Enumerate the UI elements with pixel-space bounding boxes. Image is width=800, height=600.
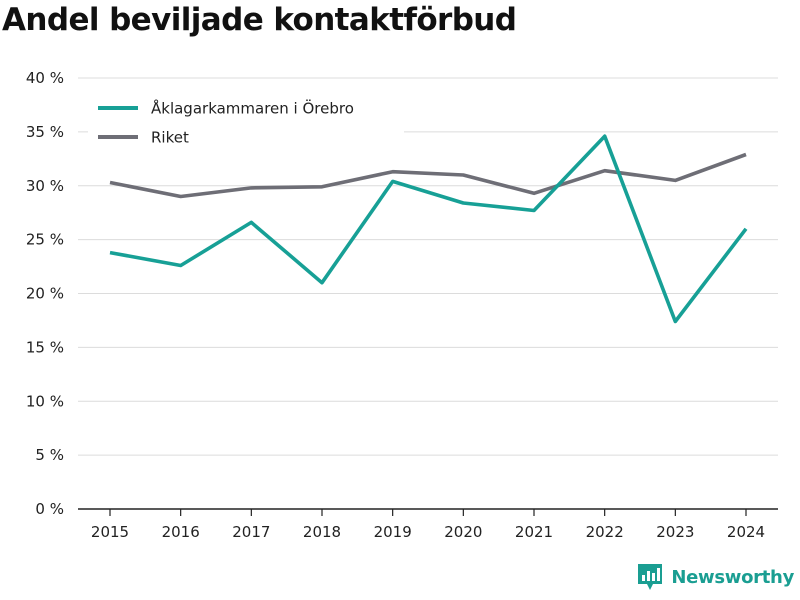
brand-name: Newsworthy	[671, 566, 794, 588]
x-tick-label: 2015	[91, 523, 129, 541]
y-tick-label: 30 %	[26, 177, 64, 195]
legend-label: Åklagarkammaren i Örebro	[151, 99, 354, 118]
y-tick-label: 40 %	[26, 69, 64, 87]
chart-title: Andel beviljade kontaktförbud	[2, 2, 517, 38]
legend-label: Riket	[151, 129, 189, 147]
x-tick-label: 2017	[232, 523, 270, 541]
x-tick-label: 2020	[444, 523, 482, 541]
x-tick-label: 2019	[374, 523, 412, 541]
x-tick-label: 2023	[656, 523, 694, 541]
legend: Åklagarkammaren i Örebro Riket	[88, 92, 404, 152]
brand-logo: Newsworthy	[636, 562, 794, 592]
gridlines	[78, 77, 778, 456]
x-tick-label: 2022	[586, 523, 624, 541]
y-tick-label: 15 %	[26, 338, 64, 356]
newsworthy-logo-icon	[638, 564, 663, 590]
y-tick-label: 0 %	[35, 500, 64, 518]
series-line-orebro	[109, 134, 748, 324]
y-tick-label: 35 %	[26, 123, 64, 141]
x-tick-label: 2016	[162, 523, 200, 541]
x-tick-label: 2018	[303, 523, 341, 541]
x-tick-label: 2024	[727, 523, 765, 541]
legend-background	[88, 92, 404, 152]
axes: 0 % 5 % 10 % 15 % 20 % 25 % 30 % 35 % 40 % 2015 20…	[26, 69, 778, 541]
y-tick-label: 20 %	[26, 285, 64, 303]
y-tick-label: 5 %	[35, 446, 64, 464]
series-lines	[109, 134, 748, 324]
x-tick-label: 2021	[515, 523, 553, 541]
series-line-riket	[109, 152, 747, 199]
y-tick-label: 25 %	[26, 231, 64, 249]
y-tick-label: 10 %	[26, 392, 64, 410]
